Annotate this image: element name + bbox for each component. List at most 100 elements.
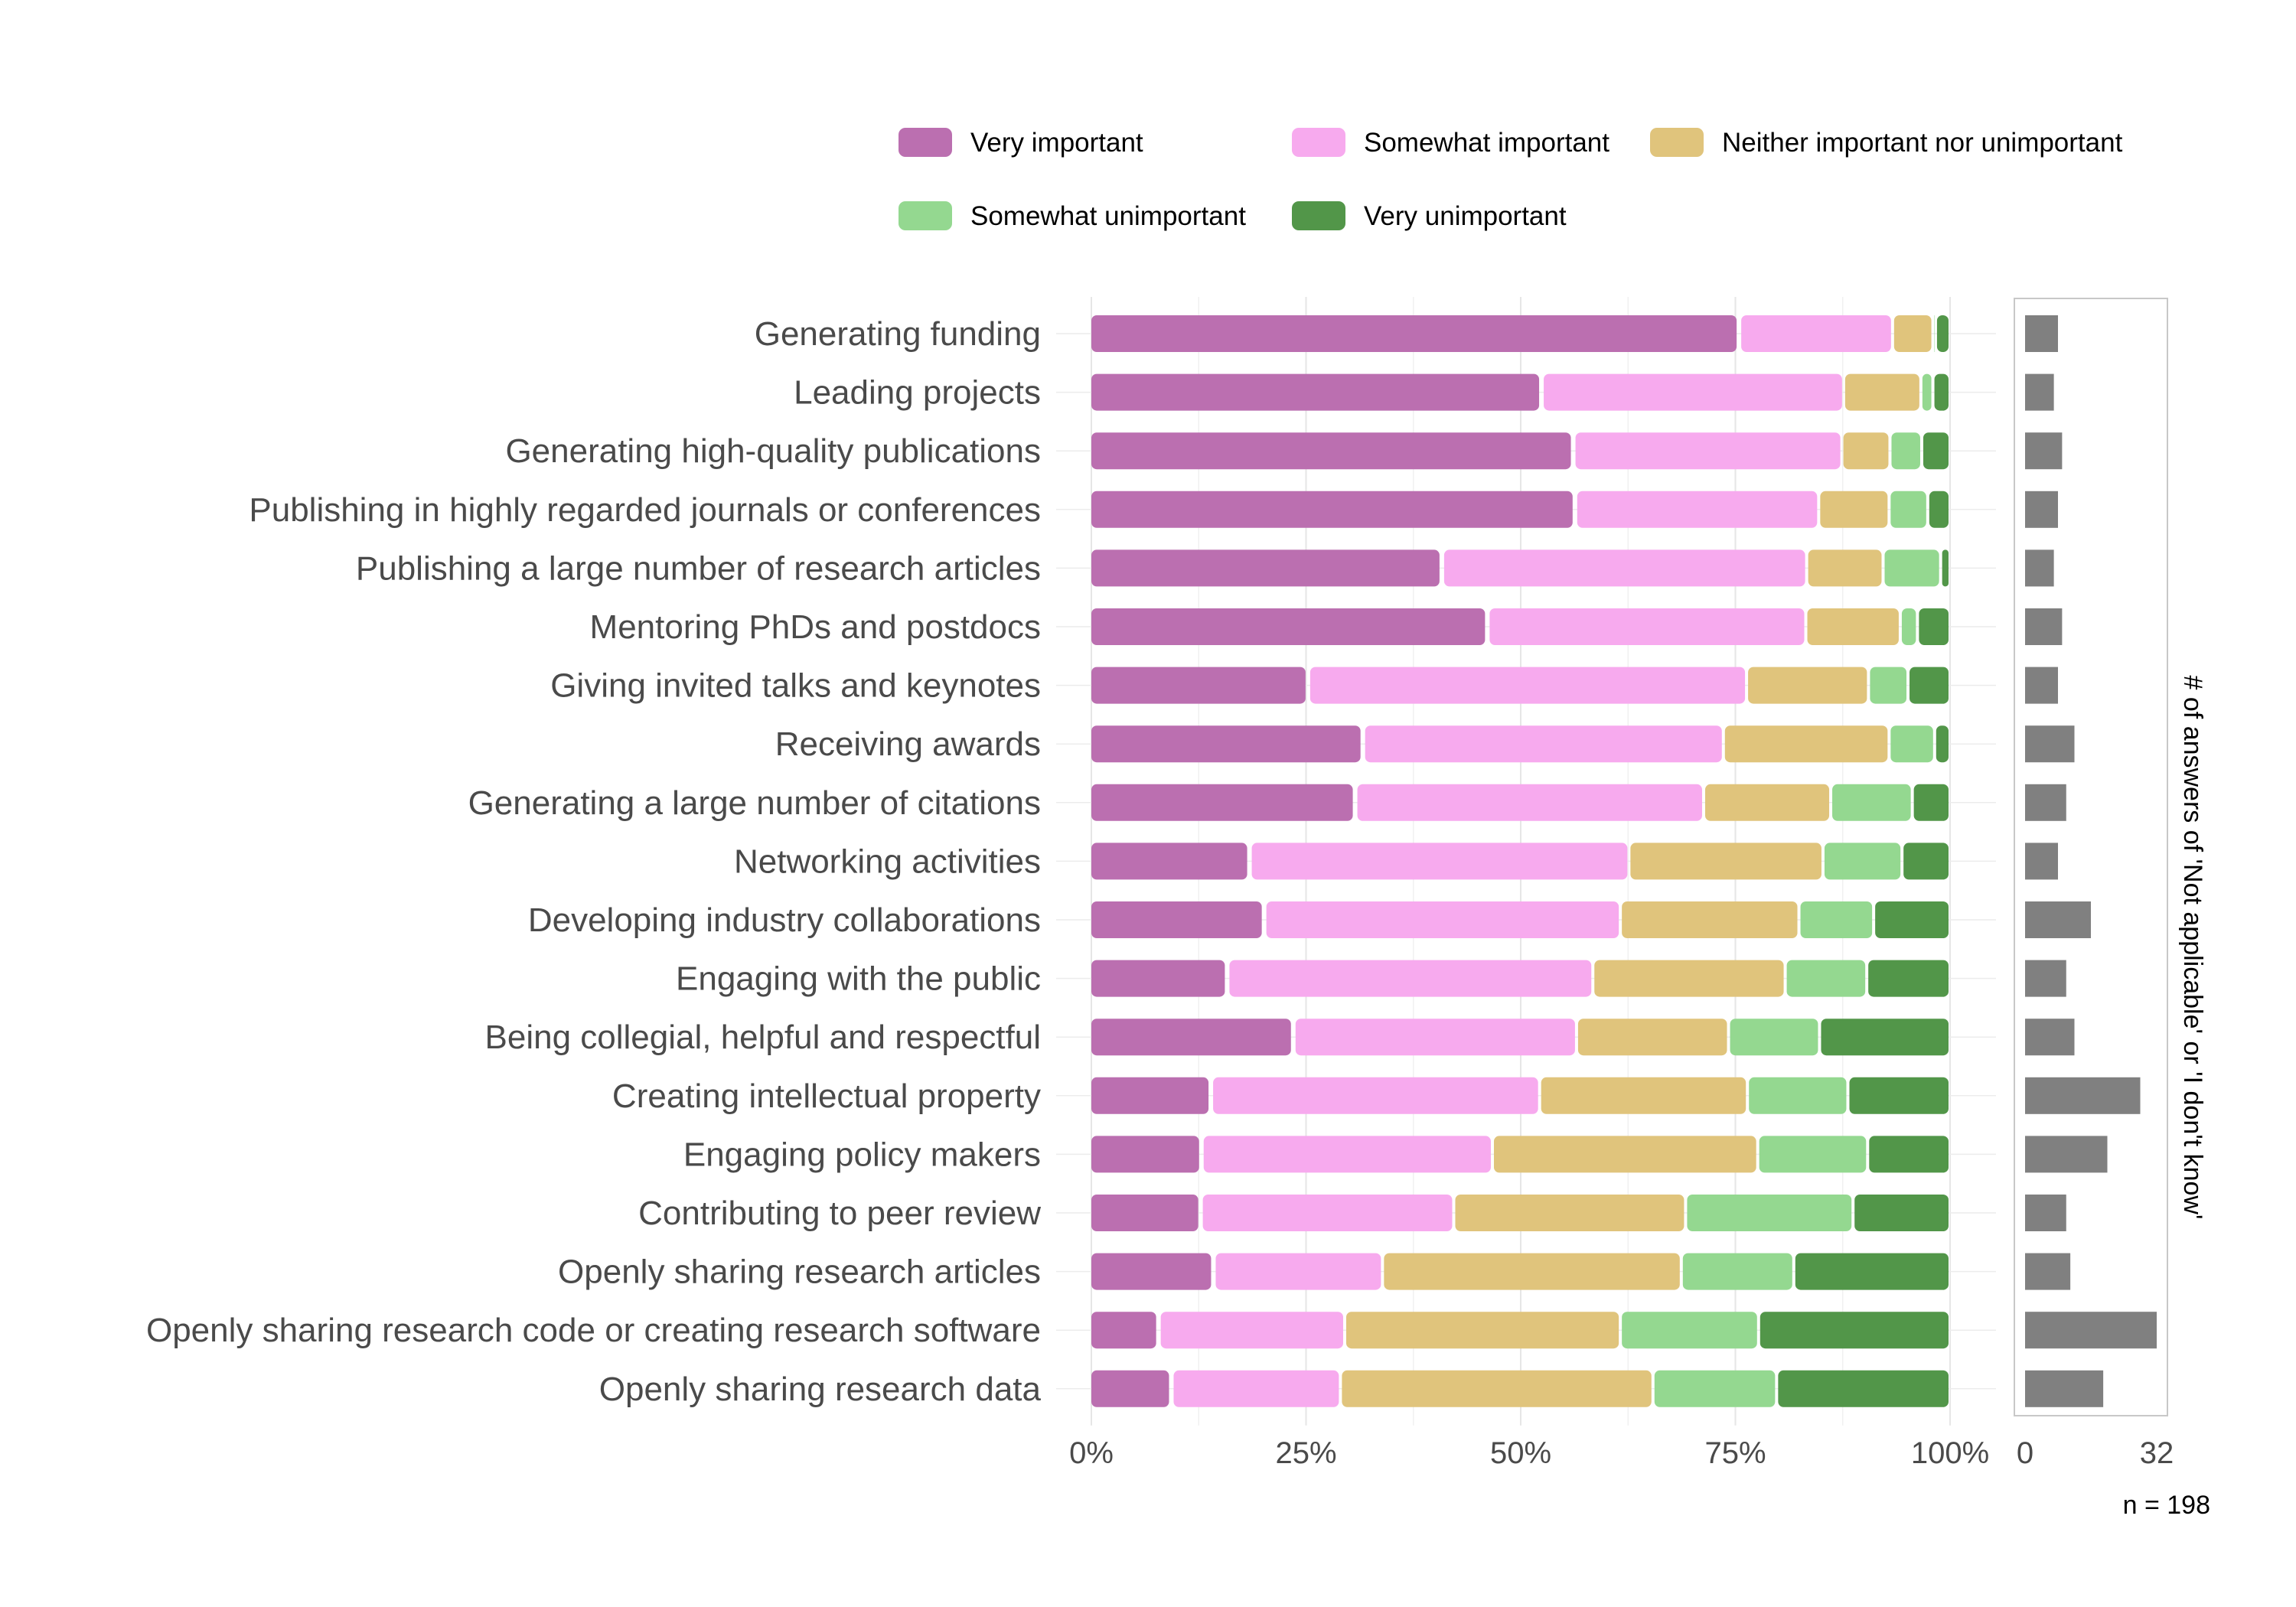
legend-swatch-neither-important-nor-unimportant [1650,128,1704,157]
side-bar [2025,608,2063,645]
side-bar [2025,1077,2141,1114]
legend-label-neither-important-nor-unimportant: Neither important nor unimportant [1722,128,2123,158]
side-bar [2025,1136,2108,1173]
category-label: Networking activities [734,843,1041,880]
bar-segment-somewhat-unimportant [1800,901,1873,938]
side-bar [2025,725,2075,763]
side-x-tick-label: 32 [2140,1436,2174,1470]
bar-segment-very-important [1091,549,1440,587]
category-label: Developing industry collaborations [528,901,1041,939]
bar-segment-somewhat-important [1160,1312,1343,1349]
bar-segment-very-unimportant [1778,1370,1949,1407]
bar-segment-very-important [1091,1019,1291,1056]
category-label: Generating funding [755,315,1041,353]
x-axis-ticks: 0% 25% 50% 75% 100% [1069,1436,1989,1470]
bar-segment-very-unimportant [1795,1253,1949,1290]
bar-segment-neither-important-nor-unimportant [1748,667,1867,704]
bar-segment-very-unimportant [1868,960,1949,997]
bar-segment-somewhat-unimportant [1922,373,1932,411]
bar-segment-neither-important-nor-unimportant [1342,1370,1652,1407]
legend-swatch-somewhat-unimportant [899,201,952,230]
bar-segment-very-important [1091,1253,1212,1290]
bar-segment-somewhat-important [1575,432,1841,470]
side-bar [2025,667,2058,704]
bar-segment-somewhat-unimportant [1682,1253,1792,1290]
bar-segment-very-important [1091,1077,1209,1114]
side-axis-title: # of answers of 'Not applicable' or 'I d… [2178,676,2207,1220]
bar-segment-somewhat-important [1357,784,1702,821]
side-x-tick-label: 0 [2017,1436,2033,1470]
bar-segment-somewhat-unimportant [1890,491,1926,528]
category-label: Generating a large number of citations [468,784,1041,822]
bar-segment-neither-important-nor-unimportant [1622,901,1798,938]
side-bar [2025,373,2054,411]
bar-segment-somewhat-unimportant [1759,1136,1867,1173]
bar-segment-somewhat-important [1295,1019,1575,1056]
x-tick-label: 75% [1704,1436,1766,1470]
bar-segment-somewhat-important [1489,608,1805,645]
side-bar [2025,315,2058,352]
bar-segment-very-important [1091,608,1486,645]
bar-segment-somewhat-important [1577,491,1818,528]
bar-segment-very-unimportant [1760,1312,1949,1349]
bar-segment-very-important [1091,667,1306,704]
bar-segment-very-unimportant [1875,901,1949,938]
legend: Very important Somewhat important Neither … [899,128,2123,231]
bar-segment-very-unimportant [1936,315,1949,352]
bar-segment-very-unimportant [1854,1195,1949,1231]
bar-segment-neither-important-nor-unimportant [1820,491,1888,528]
category-label: Engaging policy makers [683,1136,1041,1173]
bar-segment-neither-important-nor-unimportant [1384,1253,1680,1290]
category-label: Giving invited talks and keynotes [550,667,1041,705]
bar-segment-somewhat-unimportant [1654,1370,1776,1407]
side-bar [2025,491,2058,528]
legend-label-very-important: Very important [970,128,1143,158]
bar-segment-very-important [1091,784,1353,821]
bar-segment-somewhat-unimportant [1890,725,1933,763]
bar-segment-very-important [1091,960,1225,997]
bar-segment-very-important [1091,1370,1169,1407]
bar-segment-somewhat-important [1202,1195,1453,1231]
bar-segment-neither-important-nor-unimportant [1808,549,1882,587]
bar-segment-somewhat-important [1309,667,1746,704]
bar-segment-very-important [1091,491,1573,528]
category-label: Being collegial, helpful and respectful [485,1019,1041,1056]
legend-swatch-somewhat-important [1292,128,1345,157]
category-label: Receiving awards [775,725,1041,763]
category-label: Engaging with the public [676,960,1041,998]
side-bar [2025,843,2058,880]
bar-segment-very-important [1091,315,1737,352]
legend-swatch-very-unimportant [1292,201,1345,230]
legend-label-somewhat-important: Somewhat important [1364,128,1609,158]
side-bar [2025,1019,2075,1056]
bar-segment-very-unimportant [1869,1136,1949,1173]
bar-segment-neither-important-nor-unimportant [1493,1136,1756,1173]
bar-segment-very-important [1091,373,1540,411]
bar-segment-very-important [1091,725,1361,763]
category-label: Publishing a large number of research ar… [356,549,1041,587]
bar-segment-neither-important-nor-unimportant [1724,725,1888,763]
bar-segment-very-important [1091,432,1571,470]
bar-segment-very-important [1091,1312,1156,1349]
bar-segment-somewhat-important [1443,549,1805,587]
side-bar [2025,1370,2104,1407]
bar-segment-somewhat-unimportant [1884,549,1939,587]
bar-segment-somewhat-unimportant [1749,1077,1847,1114]
bar-segment-somewhat-important [1229,960,1592,997]
bar-segment-somewhat-important [1173,1370,1339,1407]
bar-segment-somewhat-important [1365,725,1722,763]
bar-segment-neither-important-nor-unimportant [1541,1077,1746,1114]
bar-segment-somewhat-unimportant [1934,315,1936,352]
bar-segment-very-unimportant [1936,725,1949,763]
bar-segment-very-unimportant [1929,491,1949,528]
bar-segment-somewhat-unimportant [1786,960,1866,997]
bar-segment-somewhat-unimportant [1901,608,1916,645]
category-labels: Generating funding Leading projects Genera… [146,315,1042,1408]
legend-swatch-very-important [899,128,952,157]
category-label: Openly sharing research code or creating… [146,1312,1041,1349]
side-bar-chart: 0 32 [2014,298,2174,1470]
bar-segment-somewhat-unimportant [1824,843,1901,880]
category-label: Leading projects [794,374,1041,412]
bar-segment-very-unimportant [1934,373,1949,411]
